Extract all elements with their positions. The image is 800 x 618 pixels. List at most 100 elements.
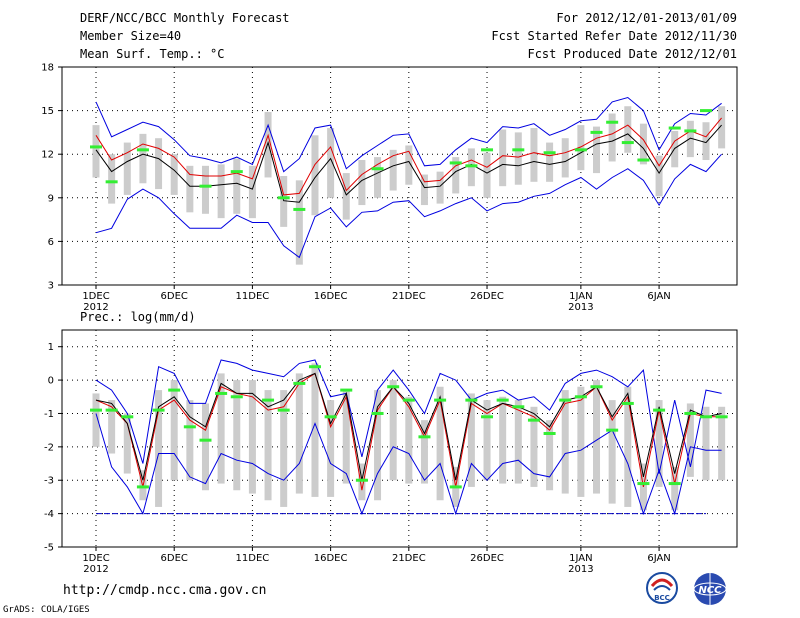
footer-credit: GrADS: COLA/IGES [3,605,90,615]
temp-range-box [217,164,225,219]
precip-obs-marker [418,435,431,439]
precip-xtick-label: 11DEC [236,553,270,564]
header-variable: Mean Surf. Temp.: °C [80,47,225,61]
temp-xtick-label: 21DEC [392,291,426,302]
precip-range-box [467,393,475,487]
temp-range-box [546,142,554,182]
temp-obs-marker [684,129,697,133]
temp-obs-marker [277,196,290,200]
temp-range-box [311,135,319,216]
precip-range-box [248,380,256,494]
precip-obs-marker [308,365,321,369]
precip-range-box [358,463,366,501]
temp-range-box [452,157,460,194]
precip-xtick-label: 26DEC [470,553,504,564]
precip-obs-marker [621,401,634,405]
temp-range-box [577,125,585,171]
precip-xtick-label: 1DEC [82,553,109,564]
temp-xtick-label: 26DEC [470,291,504,302]
temp-obs-marker [481,148,494,152]
precip-range-box [264,390,272,501]
header-start-date: Fcst Started Refer Date 2012/11/30 [491,29,737,43]
temp-obs-marker [637,158,650,162]
precip-obs-marker [590,385,603,389]
temp-range-box [514,132,522,185]
header-period: For 2012/12/01-2013/01/09 [556,11,737,25]
temp-xtick-year: 2012 [83,302,108,313]
temp-range-box [405,145,413,185]
precip-range-box [201,403,209,491]
precip-obs-marker [684,411,697,415]
precip-range-box [295,373,303,494]
temp-max-line [95,96,722,173]
bcc-logo-text: BCC [654,594,670,602]
precip-ytick-label: 0 [48,376,54,387]
precip-range-box [217,373,225,484]
precip-range-box [155,390,163,507]
temp-range-box [123,142,131,195]
temp-obs-marker [293,207,306,211]
temp-obs-marker [512,148,525,152]
precip-range-box [593,380,601,494]
precip-range-box [233,380,241,491]
precip-ytick-label: -2 [44,442,54,453]
precip-mean-line [95,372,722,481]
temp-obs-marker [606,120,619,124]
header-produced-date: Fcst Produced Date 2012/12/01 [527,47,737,61]
precip-median-line [95,372,722,491]
header-title: DERF/NCC/BCC Monthly Forecast [80,11,290,25]
precip-obs-marker [606,428,619,432]
precip-obs-marker [402,398,415,402]
precip-xtick-label: 6DEC [161,553,188,564]
precip-range-box [499,396,507,484]
temp-range-box [483,152,491,198]
temp-xtick-label: 16DEC [314,291,348,302]
temp-obs-marker [90,145,102,149]
precip-obs-marker [481,415,494,419]
temp-xtick-label: 6DEC [161,291,188,302]
temp-range-box [561,138,569,178]
precip-range-box [483,400,491,481]
precip-obs-marker [136,485,149,489]
temp-ytick-label: 15 [41,106,54,117]
precip-xtick-label: 21DEC [392,553,426,564]
temp-obs-marker [621,141,634,145]
precip-range-box [624,386,632,507]
precip-xtick-label: 16DEC [314,553,348,564]
temp-ytick-label: 9 [48,193,54,204]
precip-obs-marker [434,398,447,402]
precip-obs-marker [715,415,728,419]
temp-range-box [248,165,256,219]
precip-max-line [95,359,722,474]
precip-obs-marker [700,415,712,419]
temp-range-box [342,173,350,220]
temp-xtick-label: 11DEC [236,291,270,302]
precip-obs-marker [512,405,525,409]
precip-obs-marker [262,398,275,402]
ncc-logo: NCC [693,573,727,605]
temp-range-box [655,155,663,197]
precip-obs-marker [277,408,290,412]
footer-url[interactable]: http://cmdp.ncc.cma.gov.cn [63,583,267,598]
precip-obs-marker [668,482,681,486]
temp-obs-marker [668,126,681,130]
temp-range-box [295,180,303,265]
temp-range-box [280,176,288,227]
temp-min-line [95,153,722,259]
temp-range-box [108,154,116,204]
temp-range-box [155,138,163,190]
temp-range-box [358,160,366,206]
precip-range-box [671,466,679,511]
temp-xtick-label: 6JAN [647,291,670,302]
precip-ytick-label: -5 [44,543,54,554]
precip-obs-marker [168,388,181,392]
temp-ytick-label: 12 [41,150,54,161]
precip-obs-marker [543,431,556,435]
precip-obs-marker [387,385,400,389]
precip-ytick-label: -1 [44,409,54,420]
temp-range-box [139,133,147,184]
temp-range-box [264,112,272,178]
precip-xtick-label: 6JAN [647,553,670,564]
precip-obs-marker [355,478,368,482]
precip-obs-marker [324,415,337,419]
